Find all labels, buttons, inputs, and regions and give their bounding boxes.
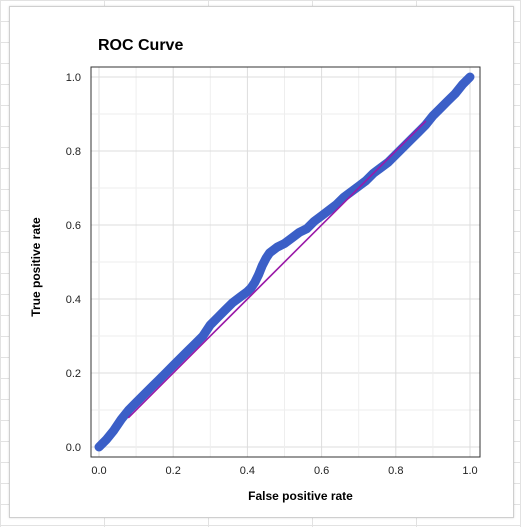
x-tick-label: 0.2: [166, 465, 181, 477]
x-tick-label: 0.4: [240, 465, 255, 477]
chart-title: ROC Curve: [98, 37, 184, 54]
series-layer: [94, 72, 475, 452]
x-tick-label: 0.0: [91, 465, 106, 477]
y-tick-label: 0.4: [66, 294, 81, 306]
y-tick-label: 0.6: [66, 220, 81, 232]
y-tick-label: 0.0: [66, 442, 81, 454]
y-tick-label: 0.2: [66, 368, 81, 380]
tick-labels: 0.0 0.2 0.4 0.6 0.8 1.0 0.0 0.2 0.4 0.6 0.8 1.0: [66, 72, 478, 477]
grid-lines: [91, 67, 480, 457]
plot-frame: [90, 66, 481, 458]
x-tick-label: 0.6: [314, 465, 329, 477]
x-axis-label: False positive rate: [248, 489, 353, 503]
y-tick-label: 1.0: [66, 72, 81, 84]
y-axis-label: True positive rate: [29, 217, 43, 317]
x-tick-label: 0.8: [388, 465, 403, 477]
roc-curve-line: [94, 72, 475, 452]
x-tick-label: 1.0: [462, 465, 477, 477]
chart-card[interactable]: ROC Curve 0.0 0.2 0.4 0.6 0.8 1.0 0.0 0.2 0.4 0.6…: [9, 6, 514, 518]
diagonal-reference-line: [127, 120, 427, 419]
y-tick-label: 0.8: [66, 146, 81, 158]
roc-chart-svg: 0.0 0.2 0.4 0.6 0.8 1.0 0.0 0.2 0.4 0.6 0.8 1.0 Fal…: [29, 66, 481, 503]
